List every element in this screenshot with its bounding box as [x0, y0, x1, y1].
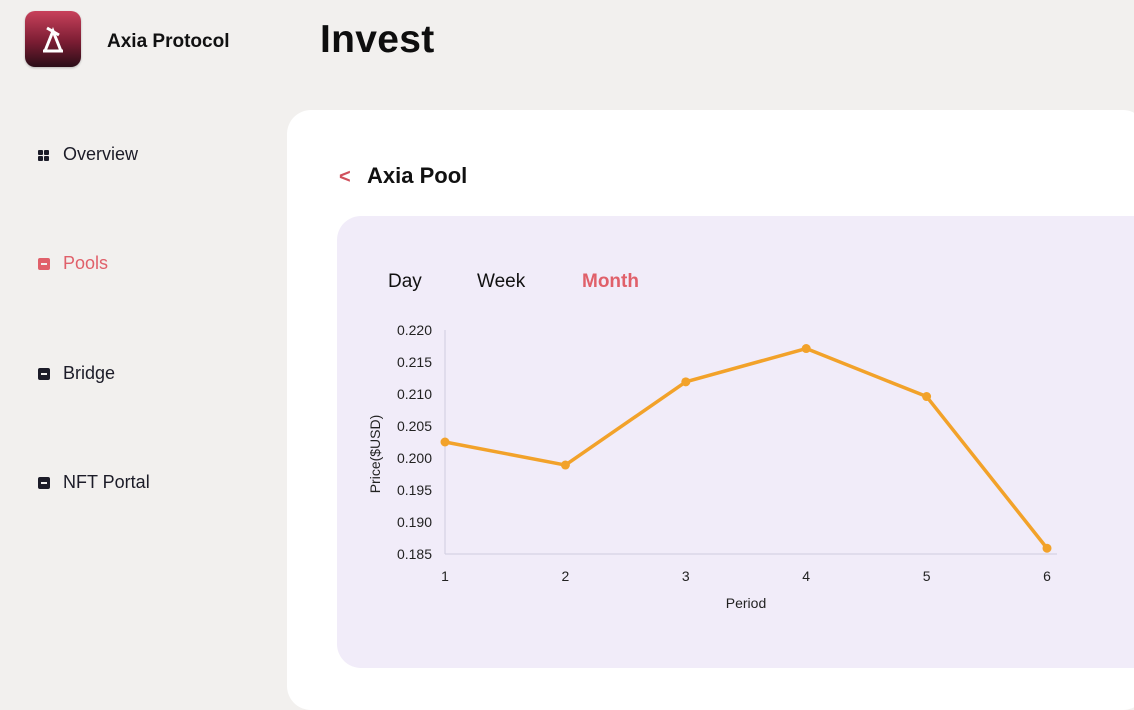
tab-week[interactable]: Week [477, 271, 526, 292]
square-icon [38, 476, 50, 489]
axia-logo-icon [43, 26, 63, 53]
x-tick-label: 4 [802, 568, 810, 584]
grid-icon [38, 149, 50, 161]
y-tick-label: 0.210 [397, 386, 432, 402]
x-tick-label: 2 [562, 568, 570, 584]
tab-day[interactable]: Day [388, 271, 422, 292]
y-tick-label: 0.195 [397, 482, 432, 498]
sidebar-item-pools[interactable]: Pools [38, 253, 108, 274]
x-tick-label: 3 [682, 568, 690, 584]
square-icon [38, 257, 50, 270]
x-tick-label: 6 [1043, 568, 1051, 584]
y-tick-label: 0.205 [397, 418, 432, 434]
y-tick-label: 0.220 [397, 322, 432, 338]
y-tick-label: 0.190 [397, 514, 432, 530]
sidebar-item-label: NFT Portal [63, 472, 150, 492]
sidebar-item-overview[interactable]: Overview [38, 144, 138, 165]
data-point [801, 344, 811, 354]
data-point [922, 392, 932, 402]
chart-card [337, 216, 1134, 668]
x-tick-label: 1 [441, 568, 449, 584]
tab-month[interactable]: Month [582, 271, 639, 292]
x-axis-label: Period [726, 595, 766, 611]
y-axis-label: Price($USD) [367, 415, 383, 494]
y-tick-label: 0.200 [397, 450, 432, 466]
square-icon [38, 367, 50, 380]
brand-name: Axia Protocol [107, 31, 230, 52]
data-point [440, 437, 450, 447]
data-point [681, 377, 691, 387]
sidebar-item-label: Overview [63, 144, 139, 164]
sidebar-item-label: Pools [63, 253, 109, 273]
y-tick-label: 0.185 [397, 546, 432, 562]
sidebar-item-label: Bridge [63, 363, 116, 383]
y-tick-label: 0.215 [397, 354, 432, 370]
x-tick-label: 5 [923, 568, 931, 584]
back-button[interactable]: < [339, 166, 351, 188]
data-point [1042, 543, 1052, 553]
sidebar-item-bridge[interactable]: Bridge [38, 363, 115, 384]
app-logo [25, 11, 81, 67]
page-title: Invest [320, 18, 435, 61]
price-chart: 0.220 0.215 0.210 0.205 0.200 0.195 0.190 0.185… [367, 322, 1057, 611]
pool-title: Axia Pool [367, 163, 468, 188]
sidebar-item-nft-portal[interactable]: NFT Portal [38, 472, 150, 493]
series-line [444, 346, 1049, 550]
data-point [560, 460, 570, 470]
